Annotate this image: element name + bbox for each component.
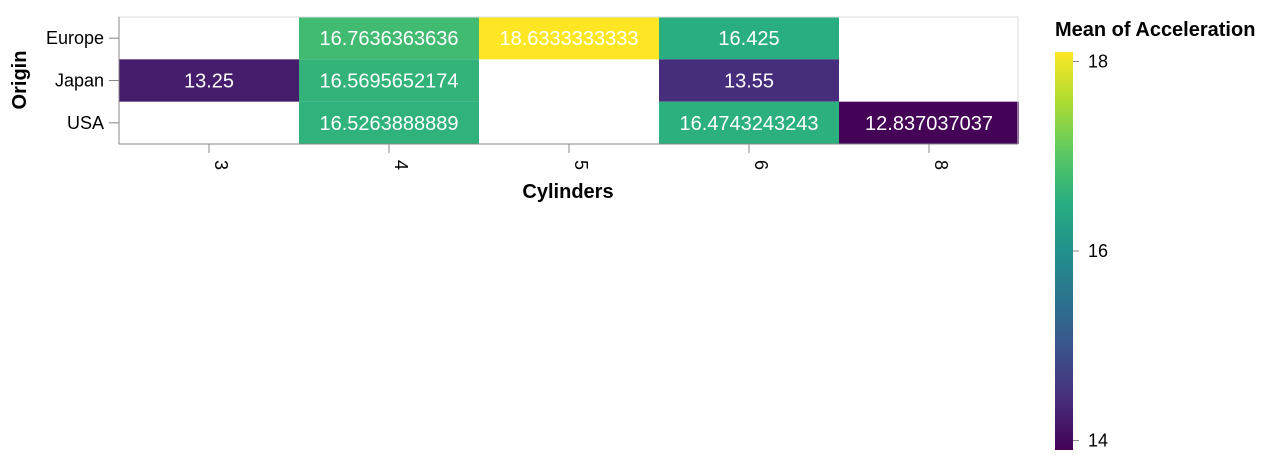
y-tick-label: Europe [46,28,104,48]
cell-value-label: 16.4743243243 [679,113,818,135]
legend-tick-label: 18 [1088,51,1108,71]
legend-gradient-bar [1055,52,1073,450]
y-tick-label: Japan [55,70,104,90]
x-tick-label: 5 [571,160,591,170]
cell-value-label: 12.837037037 [865,113,993,135]
color-legend: Mean of Acceleration 18 16 14 [1055,19,1255,451]
cell-value-label: 13.25 [184,70,234,92]
cell-value-label: 18.6333333333 [499,28,638,50]
legend-title: Mean of Acceleration [1055,19,1255,41]
x-tick-label: 3 [211,160,231,170]
legend-ticks: 18 16 14 [1073,51,1108,450]
y-axis-title: Origin [9,51,31,110]
x-axis: 3 4 5 6 8 [119,144,1018,170]
y-axis: Europe Japan USA [46,17,119,144]
x-tick-label: 4 [391,160,411,170]
legend-tick-label: 14 [1088,431,1108,451]
x-tick-label: 6 [751,160,771,170]
legend-tick-label: 16 [1088,241,1108,261]
x-axis-title: Cylinders [522,181,613,203]
cell-value-label: 16.425 [718,28,779,50]
cell-value-label: 13.55 [724,70,774,92]
cell-value-label: 16.5695652174 [319,70,458,92]
cell-value-label: 16.5263888889 [319,113,458,135]
x-tick-label: 8 [931,160,951,170]
cell-value-label: 16.7636363636 [319,28,458,50]
y-tick-label: USA [67,113,104,133]
